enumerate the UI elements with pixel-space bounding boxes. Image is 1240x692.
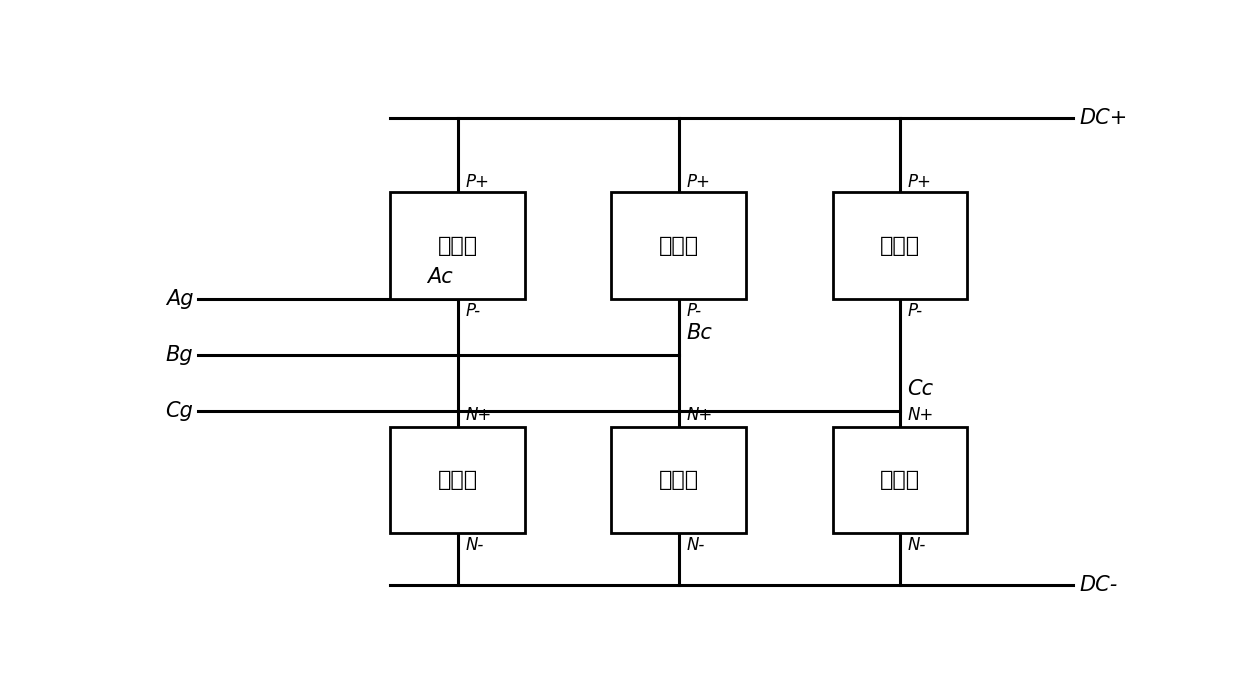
Text: P+: P+ [908, 172, 931, 190]
Bar [832, 427, 967, 534]
Text: P-: P- [908, 302, 923, 320]
Text: Cg: Cg [166, 401, 193, 421]
Text: P-: P- [687, 302, 702, 320]
Text: P-: P- [465, 302, 481, 320]
Text: N+: N+ [687, 406, 713, 424]
Bar [391, 192, 525, 299]
Text: 下桥臂: 下桥臂 [658, 470, 699, 490]
Text: P+: P+ [687, 172, 711, 190]
Bar [611, 427, 746, 534]
Text: N+: N+ [465, 406, 491, 424]
Bar [832, 192, 967, 299]
Text: 上桥臂: 上桥臂 [658, 235, 699, 255]
Text: 下桥臂: 下桥臂 [879, 470, 920, 490]
Text: Bc: Bc [687, 323, 712, 343]
Text: DC-: DC- [1080, 575, 1117, 595]
Bar [391, 427, 525, 534]
Text: 下桥臂: 下桥臂 [438, 470, 477, 490]
Text: N-: N- [908, 536, 926, 554]
Bar [611, 192, 746, 299]
Text: N-: N- [465, 536, 484, 554]
Text: N-: N- [687, 536, 704, 554]
Text: 上桥臂: 上桥臂 [438, 235, 477, 255]
Text: P+: P+ [465, 172, 490, 190]
Text: Ac: Ac [427, 267, 453, 287]
Text: Bg: Bg [166, 345, 193, 365]
Text: Cc: Cc [908, 379, 934, 399]
Text: DC+: DC+ [1080, 108, 1127, 128]
Text: Ag: Ag [166, 289, 193, 309]
Text: N+: N+ [908, 406, 934, 424]
Text: 上桥臂: 上桥臂 [879, 235, 920, 255]
